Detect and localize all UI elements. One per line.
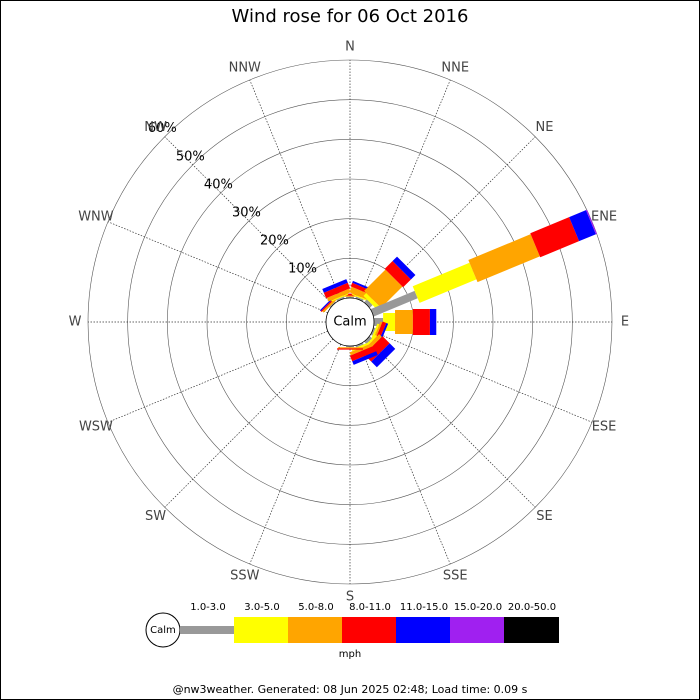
unit-label: mph (339, 649, 361, 660)
rose-segment (337, 348, 363, 350)
rose-segment (468, 234, 540, 283)
rose-segment (370, 290, 418, 317)
legend-label: 8.0-11.0 (349, 602, 391, 613)
legend-swatch (396, 617, 451, 643)
rose-segment (355, 342, 364, 348)
rose-segment (569, 210, 596, 242)
legend-swatch (504, 617, 559, 643)
spoke (164, 338, 334, 508)
rose-segment (352, 351, 378, 365)
calm-circle (325, 297, 375, 347)
legend-label: 15.0-20.0 (454, 602, 502, 613)
rose-segment (429, 309, 437, 335)
rose-segment (326, 288, 351, 302)
rose-segment (530, 217, 580, 258)
spoke (366, 338, 536, 508)
direction-label: N (345, 40, 355, 55)
rose-segment (329, 301, 336, 308)
legend-swatch (342, 617, 397, 643)
spoke (107, 330, 328, 423)
rose-segment (364, 336, 373, 345)
rose-segment (349, 345, 377, 362)
spoke (372, 330, 593, 423)
r-tick-label: 20% (260, 233, 289, 248)
footer: @nw3weather. Generated: 08 Jun 2025 02:4… (173, 683, 528, 696)
rose-segment (370, 327, 376, 336)
direction-label: NE (535, 120, 553, 135)
rose-segment (392, 256, 416, 280)
chart-title: Wind rose for 06 Oct 2016 (232, 6, 469, 27)
direction-label: SE (536, 509, 552, 524)
rose-segment (338, 347, 362, 349)
direction-label: ENE (591, 209, 617, 224)
legend-label: 3.0-5.0 (244, 602, 279, 613)
spoke (107, 221, 328, 314)
legend-swatch (234, 617, 289, 643)
rose-segment (323, 282, 351, 299)
direction-label: NNW (229, 60, 261, 75)
direction-label: S (346, 590, 354, 605)
legend-label: 11.0-15.0 (400, 602, 448, 613)
direction-label: W (69, 315, 82, 330)
spoke (249, 79, 342, 300)
grid-ring (167, 139, 533, 505)
legend-swatch (288, 617, 343, 643)
legend-swatch (180, 626, 235, 634)
spoke (164, 136, 334, 306)
rose-segment (370, 323, 380, 342)
spoke (358, 79, 451, 300)
direction-label: WNW (78, 209, 114, 224)
rose-segment (351, 293, 369, 302)
direction-label: SW (145, 509, 166, 524)
rose-segment (412, 262, 477, 303)
legend-label: 1.0-3.0 (190, 602, 225, 613)
spoke (358, 344, 451, 565)
direction-label: ESE (592, 420, 617, 435)
rose-segment (395, 310, 413, 334)
legend-label: 5.0-8.0 (298, 602, 333, 613)
spoke (249, 344, 342, 565)
direction-label: NNE (441, 60, 469, 75)
rose-segment (355, 296, 364, 302)
r-tick-label: 40% (204, 177, 233, 192)
direction-label: WSW (79, 420, 113, 435)
legend-calm-label: Calm (150, 625, 176, 636)
direction-label: NW (144, 120, 167, 135)
rose-segment (364, 299, 373, 308)
rose-segment (384, 261, 411, 288)
legend-swatch (450, 617, 505, 643)
rose-segment (371, 343, 396, 368)
rose-segment (322, 279, 348, 293)
grid-ring (206, 178, 494, 466)
direction-label: E (621, 315, 629, 330)
rose-segment (336, 296, 345, 302)
rose-segment (364, 269, 403, 308)
r-tick-label: 10% (288, 261, 317, 276)
legend-label: 20.0-50.0 (508, 602, 556, 613)
rose-segment (412, 309, 430, 335)
r-tick-label: 60% (148, 121, 177, 136)
rose-segment (331, 293, 349, 302)
calm-label: Calm (333, 315, 366, 330)
direction-label: SSE (443, 569, 468, 584)
rose-segment (363, 293, 379, 309)
r-tick-label: 50% (176, 149, 205, 164)
direction-label: SSW (230, 569, 260, 584)
rose-segment (585, 209, 598, 235)
r-tick-label: 30% (232, 205, 261, 220)
